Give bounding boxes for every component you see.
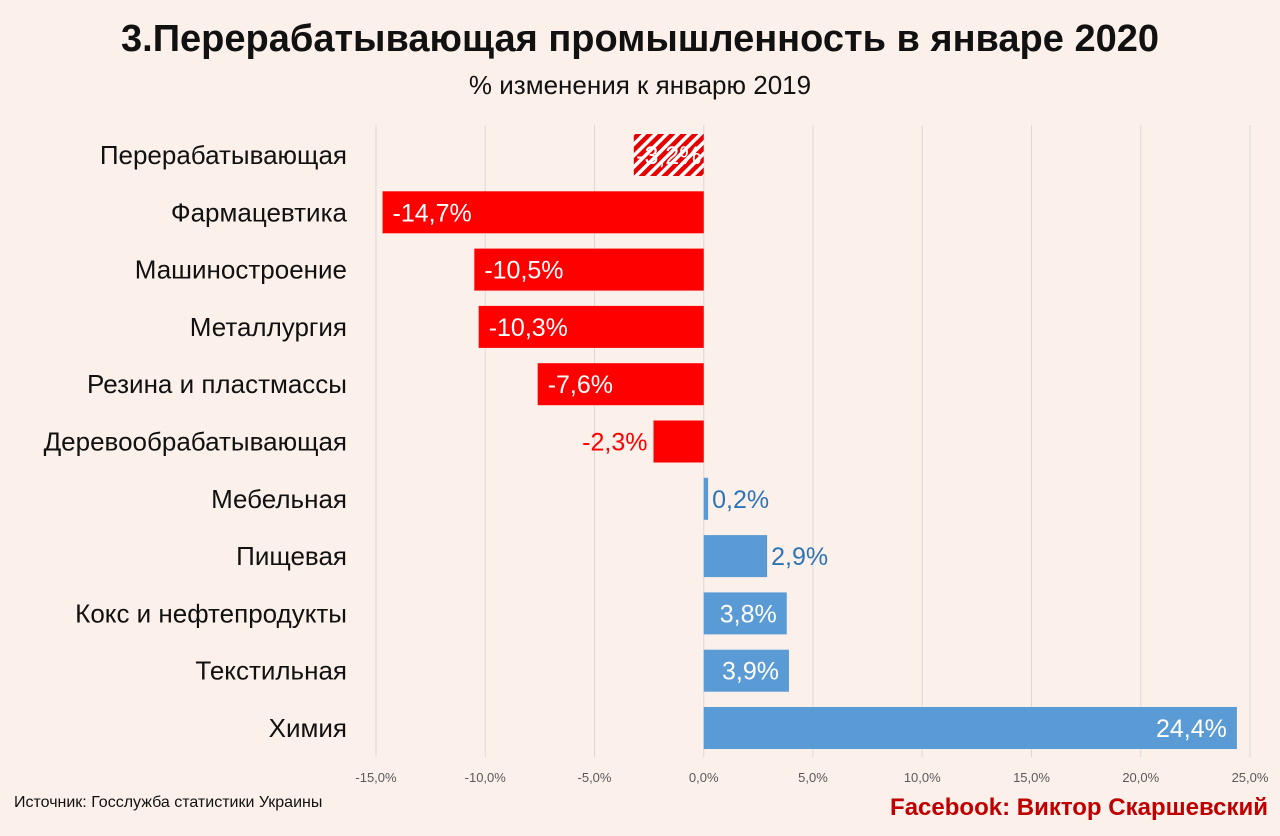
data-labels: -3,2% -14,7% -10,5% -10,3% -7,6% -2,3% 0,2% 2,9…: [393, 142, 1227, 743]
x-tick-label: 5,0%: [798, 770, 828, 785]
bar: [382, 191, 704, 234]
bar: [703, 707, 1237, 749]
chart-title: 3.Перерабатывающая промышленность в янва…: [121, 18, 1159, 60]
source-note: Источник: Госслужба статистики Украины: [14, 794, 323, 811]
bar: [474, 248, 704, 291]
data-label: -3,2%: [636, 142, 701, 170]
category-labels: Перерабатывающая Фармацевтика Машиностроен…: [44, 140, 348, 743]
data-label: 2,9%: [771, 543, 828, 571]
author-credit: Facebook: Виктор Скаршевский: [890, 794, 1268, 821]
data-label: -14,7%: [393, 199, 472, 227]
x-tick-label: 10,0%: [904, 770, 941, 785]
bars: [382, 134, 1237, 749]
data-label: -10,3%: [489, 314, 568, 342]
bar: [703, 649, 789, 692]
category-label: Фармацевтика: [171, 197, 348, 227]
bar: [703, 535, 768, 578]
x-tick-label: -10,0%: [465, 770, 507, 785]
category-label: Текстильная: [195, 656, 347, 686]
x-tick-label: 0,0%: [689, 770, 719, 785]
category-label: Мебельная: [211, 484, 347, 514]
bar: [703, 592, 787, 635]
data-label: -7,6%: [548, 371, 613, 399]
data-label: 3,8%: [720, 600, 777, 628]
bar: [478, 305, 704, 348]
bar: [703, 477, 709, 520]
data-label: 24,4%: [1156, 715, 1227, 743]
data-label: 3,9%: [722, 658, 779, 686]
category-label: Машиностроение: [135, 255, 347, 285]
category-label: Кокс и нефтепродукты: [75, 598, 347, 628]
category-label: Металлургия: [190, 312, 347, 342]
x-tick-label: 25,0%: [1232, 770, 1269, 785]
category-label: Пищевая: [236, 541, 347, 571]
bar: [537, 363, 704, 406]
x-axis-ticks: -15,0% -10,0% -5,0% 0,0% 5,0% 10,0% 15,0% 20,0%…: [355, 770, 1268, 785]
x-tick-label: 15,0%: [1013, 770, 1050, 785]
x-tick-label: 20,0%: [1122, 770, 1159, 785]
bar: [653, 420, 704, 463]
data-label: 0,2%: [712, 486, 769, 514]
chart-subtitle: % изменения к январю 2019: [468, 70, 812, 100]
bar: [633, 134, 704, 176]
x-tick-label: -5,0%: [578, 770, 612, 785]
data-label: -10,5%: [484, 257, 563, 285]
data-label: -2,3%: [582, 429, 647, 457]
x-tick-label: -15,0%: [355, 770, 397, 785]
category-label: Перерабатывающая: [100, 140, 347, 170]
category-label: Деревообрабатывающая: [44, 427, 347, 457]
category-label: Резина и пластмассы: [87, 369, 347, 399]
category-label: Химия: [269, 713, 347, 743]
